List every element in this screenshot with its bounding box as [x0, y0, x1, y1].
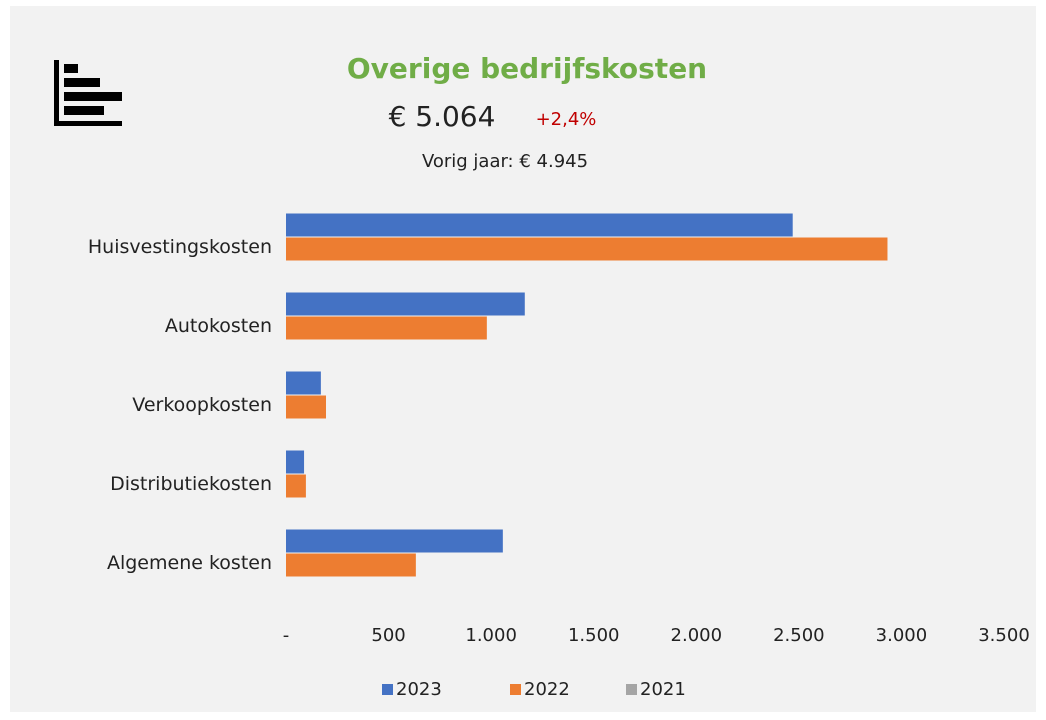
bar [286, 213, 793, 237]
change: +2,4% [536, 109, 597, 130]
y-tick-label: Distributiekosten [110, 473, 272, 495]
bar [286, 450, 305, 474]
legend-swatch [382, 684, 393, 695]
x-tick-label: 2.000 [671, 625, 723, 646]
bar [286, 553, 416, 577]
panel [10, 6, 1036, 712]
previous: Vorig jaar: € 4.945 [422, 151, 588, 172]
bar [286, 371, 321, 395]
x-tick-label: 3.500 [978, 625, 1030, 646]
bar [286, 395, 327, 419]
y-tick-label: Huisvestingskosten [88, 236, 272, 258]
legend-swatch [510, 684, 521, 695]
x-tick-label: 1.000 [465, 625, 517, 646]
legend-label: 2023 [396, 679, 442, 700]
x-tick-label: - [283, 625, 290, 646]
y-tick-label: Autokosten [165, 315, 272, 337]
chart-title: Overige bedrijfskosten [347, 52, 707, 85]
x-tick-label: 3.000 [876, 625, 928, 646]
bar [286, 292, 525, 316]
chart-icon [54, 60, 122, 126]
x-tick-label: 2.500 [773, 625, 825, 646]
y-tick-label: Algemene kosten [107, 552, 272, 574]
bar [286, 237, 888, 261]
x-tick-label: 500 [371, 625, 405, 646]
bar [286, 529, 503, 553]
bar [286, 474, 306, 498]
x-tick-label: 1.500 [568, 625, 620, 646]
legend-label: 2021 [640, 679, 686, 700]
total: € 5.064 [389, 100, 496, 133]
legend-label: 2022 [524, 679, 570, 700]
legend-swatch [626, 684, 637, 695]
bar [286, 316, 487, 340]
y-tick-label: Verkoopkosten [132, 394, 272, 416]
